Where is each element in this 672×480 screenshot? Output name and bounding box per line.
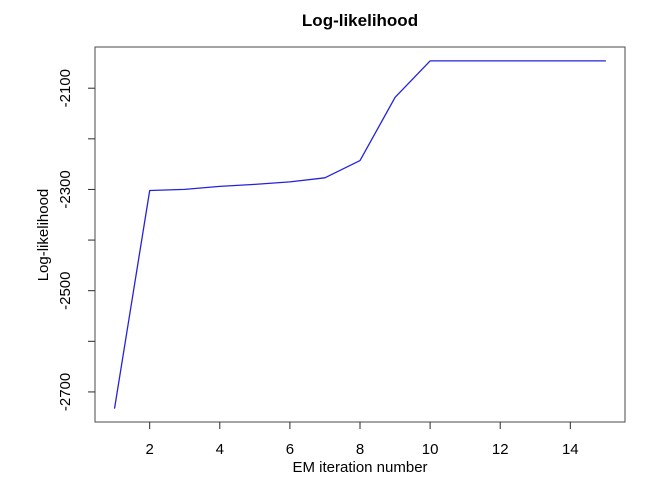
x-tick-label: 6 <box>286 441 294 458</box>
y-tick-label: -2300 <box>57 170 74 208</box>
y-axis-title: Log-likelihood <box>35 188 52 282</box>
x-tick-label: 14 <box>562 441 579 458</box>
x-tick-label: 8 <box>356 441 364 458</box>
x-tick-label: 12 <box>492 441 509 458</box>
x-tick-label: 10 <box>422 441 439 458</box>
x-tick-label: 2 <box>146 441 154 458</box>
loglikelihood-line <box>113 60 607 409</box>
x-tick-label: 4 <box>216 441 224 458</box>
y-tick-label: -2100 <box>57 69 74 107</box>
y-tick-label: -2700 <box>57 373 74 411</box>
plot-box <box>94 46 626 423</box>
chart-title: Log-likelihood <box>301 11 419 30</box>
x-axis-title: EM iteration number <box>292 459 428 476</box>
y-tick-label: -2500 <box>57 272 74 310</box>
